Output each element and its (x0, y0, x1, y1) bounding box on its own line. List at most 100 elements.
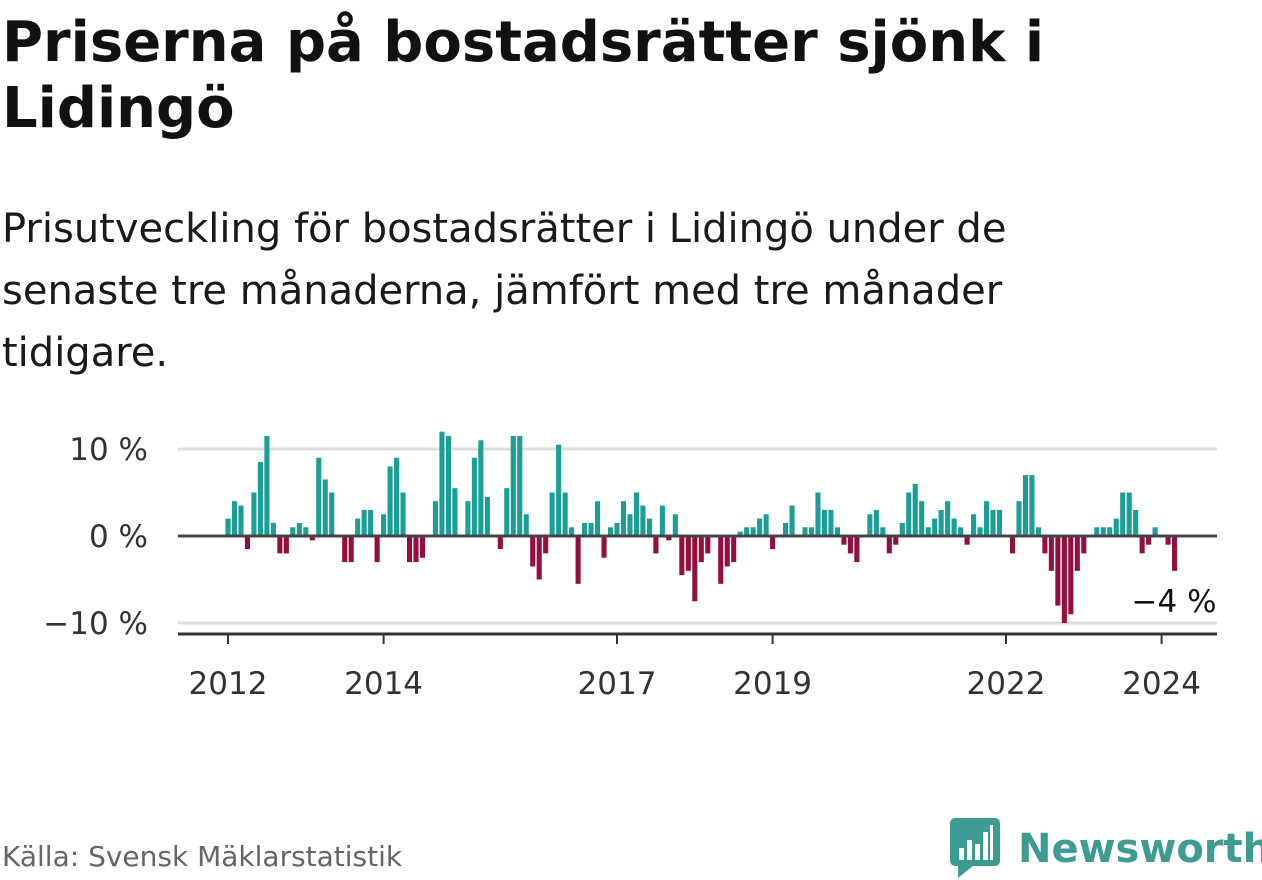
bar (465, 501, 470, 536)
bar (504, 488, 509, 536)
bar (1127, 493, 1132, 537)
bar (686, 536, 691, 571)
bar (576, 536, 581, 584)
bar (984, 501, 989, 536)
bar (355, 519, 360, 536)
bar (381, 514, 386, 536)
x-tick-label: 2012 (189, 666, 268, 702)
x-tick-label: 2017 (578, 666, 657, 702)
bar (887, 536, 892, 553)
bar (550, 493, 555, 537)
bar (1062, 536, 1067, 623)
x-tick-label: 2024 (1122, 666, 1201, 702)
bar (349, 536, 354, 562)
bar (517, 436, 522, 536)
bar (764, 514, 769, 536)
bar (627, 514, 632, 536)
bar (556, 445, 561, 536)
bar (815, 493, 820, 537)
bar (251, 493, 256, 537)
bar (1042, 536, 1047, 553)
bar (323, 479, 328, 536)
bar (783, 523, 788, 536)
bar (595, 501, 600, 536)
bar (1029, 475, 1034, 536)
bar (225, 519, 230, 536)
bar (790, 506, 795, 536)
bar (614, 523, 619, 536)
bar (478, 440, 483, 536)
bar (1023, 475, 1028, 536)
bar (362, 510, 367, 536)
bar (770, 536, 775, 549)
bar (673, 514, 678, 536)
bar (867, 514, 872, 536)
bar (388, 466, 393, 536)
bar (900, 523, 905, 536)
bar (640, 506, 645, 536)
bar (822, 510, 827, 536)
source-note: Källa: Svensk Mäklarstatistik (2, 840, 402, 873)
bar (563, 493, 568, 537)
bar (731, 536, 736, 562)
bar (990, 510, 995, 536)
bar (452, 488, 457, 536)
y-tick-label: 10 % (69, 432, 148, 468)
bar (1049, 536, 1054, 571)
bar (1016, 501, 1021, 536)
bar (264, 436, 269, 536)
bar (232, 501, 237, 536)
bar (530, 536, 535, 566)
bar (329, 493, 334, 537)
bar (725, 536, 730, 566)
bar (543, 536, 548, 553)
bar (485, 497, 490, 536)
bar-chart: 10 %0 %−10 %2012 2014 2017 2019 2022 2024−4 % (0, 0, 1262, 879)
bar (368, 510, 373, 536)
bar (1068, 536, 1073, 614)
bar (271, 523, 276, 536)
bar (1114, 519, 1119, 536)
bar (413, 536, 418, 562)
bar (1081, 536, 1086, 553)
bar (932, 519, 937, 536)
bar (472, 458, 477, 536)
bar (621, 501, 626, 536)
y-tick-label: 0 % (89, 519, 148, 555)
bar (258, 462, 263, 536)
bar (874, 510, 879, 536)
bar (582, 523, 587, 536)
bar (705, 536, 710, 553)
bar (634, 493, 639, 537)
bar (718, 536, 723, 584)
bar (757, 519, 762, 536)
brand-name: Newsworthy (1018, 826, 1262, 872)
bar (446, 436, 451, 536)
last-value-annotation: −4 % (1132, 584, 1217, 620)
bar (699, 536, 704, 562)
bar (1140, 536, 1145, 553)
newsworthy-logo-icon (950, 818, 1000, 880)
bar (939, 510, 944, 536)
x-tick-label: 2022 (967, 666, 1046, 702)
bar (913, 484, 918, 536)
bar (238, 506, 243, 536)
bar (316, 458, 321, 536)
bar (375, 536, 380, 562)
bar (433, 501, 438, 536)
bar (971, 514, 976, 536)
bar (906, 493, 911, 537)
bar (1172, 536, 1177, 571)
bar (848, 536, 853, 553)
bar (420, 536, 425, 558)
bar (1075, 536, 1080, 571)
bar (439, 432, 444, 536)
bar (297, 523, 302, 536)
bar (537, 536, 542, 580)
bar (828, 510, 833, 536)
bar (589, 523, 594, 536)
bar (394, 458, 399, 536)
bar (498, 536, 503, 549)
bar (679, 536, 684, 575)
y-tick-label: −10 % (43, 606, 148, 642)
